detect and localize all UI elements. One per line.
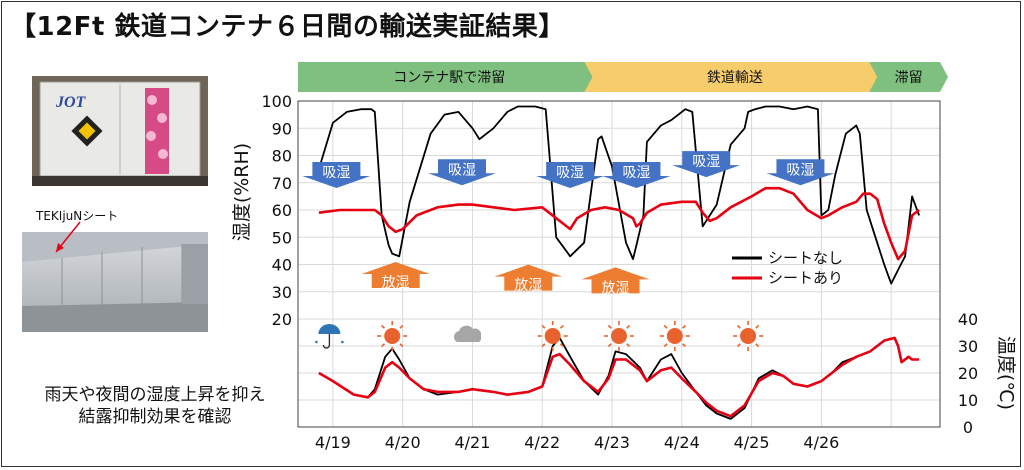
- x-tick-label: 4/25: [734, 433, 770, 452]
- container-interior-photo: [22, 232, 208, 332]
- x-tick-label: 4/19: [315, 433, 351, 452]
- sun-ray: [755, 343, 760, 348]
- sun-icon: [611, 328, 627, 344]
- sun-ray: [755, 324, 760, 329]
- absorb-arrow: [536, 162, 605, 189]
- temperature-tick-label: 30: [958, 337, 978, 356]
- sun-ray: [736, 343, 741, 348]
- sun-ray: [682, 343, 686, 348]
- humidity-tick-label: 70: [272, 174, 292, 193]
- humidity-axis-label: 湿度(%RH): [231, 143, 253, 241]
- absorb-arrow-label: 吸湿: [786, 162, 814, 178]
- sun-ray: [381, 343, 385, 348]
- phase-banner: [869, 62, 948, 92]
- absorb-arrow-label: 吸湿: [556, 165, 584, 181]
- humidity-tick-label: 100: [261, 92, 292, 111]
- release-arrow: [581, 267, 650, 294]
- sun-ray: [381, 324, 385, 329]
- absorb-arrow-label: 吸湿: [448, 162, 476, 178]
- sun-ray: [541, 343, 546, 348]
- phase-label: 滞留: [895, 70, 923, 86]
- caption-line-2: 結露抑制効果を確認: [78, 407, 232, 427]
- humidity-tick-label: 30: [272, 283, 292, 302]
- release-arrow-label: 放湿: [514, 278, 542, 294]
- sun-ray: [559, 343, 564, 348]
- sun-ray: [559, 324, 564, 329]
- release-arrow: [494, 264, 563, 291]
- sun-icon: [666, 328, 683, 344]
- absorb-arrow-label: 吸湿: [322, 165, 350, 181]
- x-tick-label: 4/22: [524, 433, 560, 452]
- sun-ray: [682, 324, 686, 329]
- container-logo: JOT: [56, 94, 86, 111]
- cloud-icon: [454, 325, 482, 342]
- x-tick-label: 4/23: [594, 433, 630, 452]
- absorb-arrow: [602, 162, 671, 189]
- humidity-tick-label: 40: [272, 256, 292, 275]
- sun-ray: [663, 324, 668, 329]
- phase-banner: [298, 62, 601, 92]
- sun-ray: [663, 343, 668, 348]
- x-tick-label: 4/20: [385, 433, 421, 452]
- sun-ray: [399, 343, 404, 348]
- humidity-tick-label: 60: [272, 201, 292, 220]
- sun-icon: [740, 328, 757, 344]
- x-tick-label: 4/26: [803, 433, 839, 452]
- sun-ray: [541, 324, 546, 329]
- sun-ray: [626, 324, 631, 329]
- page-title: 【12Ft 鉄道コンテナ６日間の輸送実証結果】: [10, 12, 565, 42]
- plot-frame: [297, 100, 941, 428]
- absorb-arrow: [427, 159, 496, 186]
- release-arrow-label: 放湿: [382, 275, 410, 291]
- rain-drop: [341, 340, 344, 344]
- sun-icon: [544, 328, 561, 344]
- release-arrow-label: 放湿: [602, 280, 630, 296]
- container-photo: JOT: [32, 76, 208, 186]
- humidity-tick-label: 50: [272, 228, 292, 247]
- sun-icon: [384, 328, 401, 344]
- umbrella-handle: [322, 334, 331, 349]
- release-arrow: [361, 261, 430, 288]
- humidity-tick-label: 20: [272, 310, 292, 329]
- absorb-arrow-label: 吸湿: [692, 154, 720, 170]
- sun-ray: [607, 324, 612, 329]
- humidity-series-line: [318, 186, 920, 261]
- legend-label: シートなし: [768, 249, 843, 267]
- sun-ray: [626, 343, 631, 348]
- humidity-tick-label: 90: [272, 119, 292, 138]
- temperature-tick-label: 40: [958, 310, 978, 329]
- temperature-axis-label: 温度(℃): [995, 336, 1017, 410]
- absorb-arrow: [766, 159, 835, 186]
- temperature-tick-label: 20: [958, 364, 978, 383]
- phase-banner: [584, 62, 886, 92]
- absorb-arrow: [302, 162, 371, 189]
- temperature-series-line: [318, 336, 920, 418]
- x-tick-label: 4/24: [664, 433, 700, 452]
- absorb-arrow: [672, 151, 741, 178]
- sheet-annotation: TEKIjuNシート: [36, 209, 119, 223]
- temperature-tick-label: 0: [963, 418, 973, 437]
- x-tick-label: 4/21: [454, 433, 490, 452]
- sun-ray: [399, 324, 404, 329]
- phase-label: 鉄道輸送: [707, 70, 763, 86]
- absorb-arrow-label: 吸湿: [622, 165, 650, 181]
- umbrella-icon: [318, 324, 341, 334]
- rain-drop: [315, 340, 318, 344]
- sun-ray: [607, 343, 612, 348]
- legend-label: シートあり: [768, 269, 843, 287]
- humidity-tick-label: 80: [272, 147, 292, 166]
- phase-label: コンテナ駅で滞留: [393, 70, 505, 86]
- caption-line-1: 雨天や夜間の湿度上昇を抑え: [44, 385, 266, 405]
- sun-ray: [736, 324, 741, 329]
- temperature-tick-label: 10: [958, 391, 978, 410]
